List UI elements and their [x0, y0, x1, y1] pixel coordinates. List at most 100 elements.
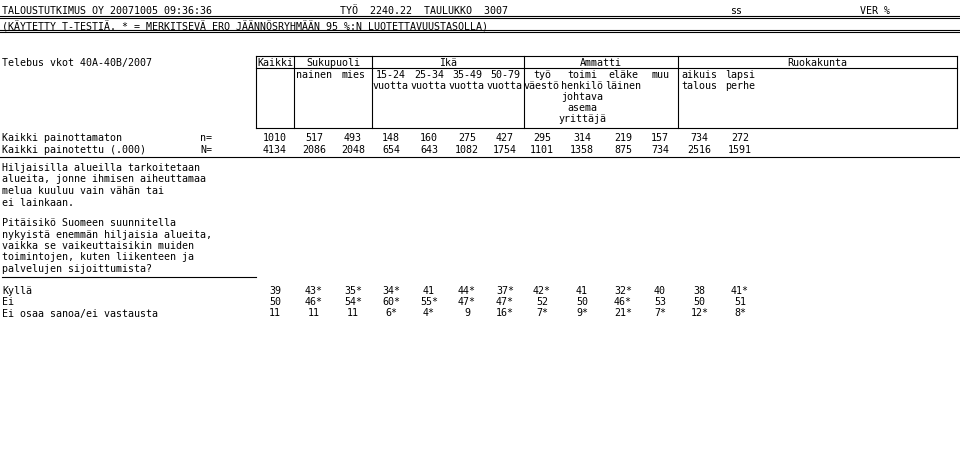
Text: 219: 219 — [614, 133, 632, 143]
Text: asema: asema — [567, 103, 597, 113]
Text: 37*: 37* — [496, 286, 514, 296]
Text: 2086: 2086 — [302, 145, 326, 155]
Text: 50: 50 — [693, 297, 706, 307]
Text: 148: 148 — [382, 133, 400, 143]
Text: 41: 41 — [576, 286, 588, 296]
Text: 53: 53 — [654, 297, 666, 307]
Text: 38: 38 — [693, 286, 706, 296]
Text: läinen: läinen — [605, 81, 641, 91]
Text: vuotta: vuotta — [373, 81, 409, 91]
Text: aikuis: aikuis — [682, 70, 717, 80]
Text: 1010: 1010 — [263, 133, 287, 143]
Text: toimintojen, kuten liikenteen ja: toimintojen, kuten liikenteen ja — [2, 253, 194, 262]
Text: Kaikki: Kaikki — [257, 58, 293, 68]
Text: 272: 272 — [731, 133, 749, 143]
Text: 7*: 7* — [536, 308, 548, 319]
Text: 40: 40 — [654, 286, 666, 296]
Text: vuotta: vuotta — [411, 81, 447, 91]
Text: melua kuuluu vain vähän tai: melua kuuluu vain vähän tai — [2, 186, 164, 196]
Text: 275: 275 — [458, 133, 476, 143]
Text: mies: mies — [341, 70, 365, 80]
Text: talous: talous — [682, 81, 717, 91]
Text: 2048: 2048 — [341, 145, 365, 155]
Text: yrittäjä: yrittäjä — [558, 114, 606, 124]
Text: Pitäisikö Suomeen suunnitella: Pitäisikö Suomeen suunnitella — [2, 218, 176, 228]
Text: 4*: 4* — [423, 308, 435, 319]
Text: Sukupuoli: Sukupuoli — [306, 58, 360, 68]
Text: vaikka se vaikeuttaisikin muiden: vaikka se vaikeuttaisikin muiden — [2, 241, 194, 251]
Text: 42*: 42* — [533, 286, 551, 296]
Text: 643: 643 — [420, 145, 438, 155]
Text: 1358: 1358 — [570, 145, 594, 155]
Text: lapsi: lapsi — [725, 70, 755, 80]
Text: 734: 734 — [690, 133, 708, 143]
Text: 654: 654 — [382, 145, 400, 155]
Text: 51: 51 — [734, 297, 746, 307]
Text: alueita, jonne ihmisen aiheuttamaa: alueita, jonne ihmisen aiheuttamaa — [2, 175, 206, 185]
Text: 1082: 1082 — [455, 145, 479, 155]
Text: Ikä: Ikä — [439, 58, 457, 68]
Text: 54*: 54* — [344, 297, 362, 307]
Text: 2516: 2516 — [687, 145, 711, 155]
Text: 493: 493 — [344, 133, 362, 143]
Text: 1754: 1754 — [493, 145, 517, 155]
Text: johtava: johtava — [561, 92, 603, 102]
Text: eläke: eläke — [608, 70, 638, 80]
Text: 34*: 34* — [382, 286, 400, 296]
Text: Ei osaa sanoa/ei vastausta: Ei osaa sanoa/ei vastausta — [2, 308, 158, 319]
Text: väestö: väestö — [524, 81, 560, 91]
Text: 52: 52 — [536, 297, 548, 307]
Text: 6*: 6* — [385, 308, 397, 319]
Text: 8*: 8* — [734, 308, 746, 319]
Text: 47*: 47* — [496, 297, 514, 307]
Text: 12*: 12* — [690, 308, 708, 319]
Text: Ammatti: Ammatti — [580, 58, 622, 68]
Text: ei lainkaan.: ei lainkaan. — [2, 197, 74, 207]
Text: 39: 39 — [269, 286, 281, 296]
Text: 50: 50 — [576, 297, 588, 307]
Text: VER %: VER % — [860, 6, 890, 16]
Text: 47*: 47* — [458, 297, 476, 307]
Text: 1591: 1591 — [728, 145, 752, 155]
Text: 25-34: 25-34 — [414, 70, 444, 80]
Text: muu: muu — [651, 70, 669, 80]
Text: vuotta: vuotta — [487, 81, 523, 91]
Text: 1101: 1101 — [530, 145, 554, 155]
Text: 41*: 41* — [731, 286, 749, 296]
Text: palvelujen sijoittumista?: palvelujen sijoittumista? — [2, 264, 152, 274]
Text: 11: 11 — [347, 308, 359, 319]
Text: Ruokakunta: Ruokakunta — [787, 58, 848, 68]
Text: n=: n= — [200, 133, 212, 143]
Text: 43*: 43* — [305, 286, 323, 296]
Text: ss: ss — [730, 6, 742, 16]
Text: henkilö: henkilö — [561, 81, 603, 91]
Text: Hiljaisilla alueilla tarkoitetaan: Hiljaisilla alueilla tarkoitetaan — [2, 163, 200, 173]
Text: 160: 160 — [420, 133, 438, 143]
Text: Kaikki painotettu (.000): Kaikki painotettu (.000) — [2, 145, 146, 155]
Text: 9: 9 — [464, 308, 470, 319]
Text: 295: 295 — [533, 133, 551, 143]
Text: Telebus vkot 40A-40B/2007: Telebus vkot 40A-40B/2007 — [2, 58, 152, 68]
Text: 517: 517 — [305, 133, 323, 143]
Text: työ: työ — [533, 70, 551, 80]
Text: Kaikki painottamaton: Kaikki painottamaton — [2, 133, 122, 143]
Text: 50: 50 — [269, 297, 281, 307]
Text: 35*: 35* — [344, 286, 362, 296]
Text: 44*: 44* — [458, 286, 476, 296]
Text: 875: 875 — [614, 145, 632, 155]
Text: 46*: 46* — [614, 297, 632, 307]
Text: N=: N= — [200, 145, 212, 155]
Text: 32*: 32* — [614, 286, 632, 296]
Text: perhe: perhe — [725, 81, 755, 91]
Text: 60*: 60* — [382, 297, 400, 307]
Text: 734: 734 — [651, 145, 669, 155]
Text: 55*: 55* — [420, 297, 438, 307]
Text: nainen: nainen — [296, 70, 332, 80]
Text: 15-24: 15-24 — [376, 70, 406, 80]
Text: 50-79: 50-79 — [490, 70, 520, 80]
Text: toimi: toimi — [567, 70, 597, 80]
Text: TYÖ  2240.22  TAULUKKO  3007: TYÖ 2240.22 TAULUKKO 3007 — [340, 6, 508, 16]
Text: 16*: 16* — [496, 308, 514, 319]
Text: 9*: 9* — [576, 308, 588, 319]
Text: vuotta: vuotta — [449, 81, 485, 91]
